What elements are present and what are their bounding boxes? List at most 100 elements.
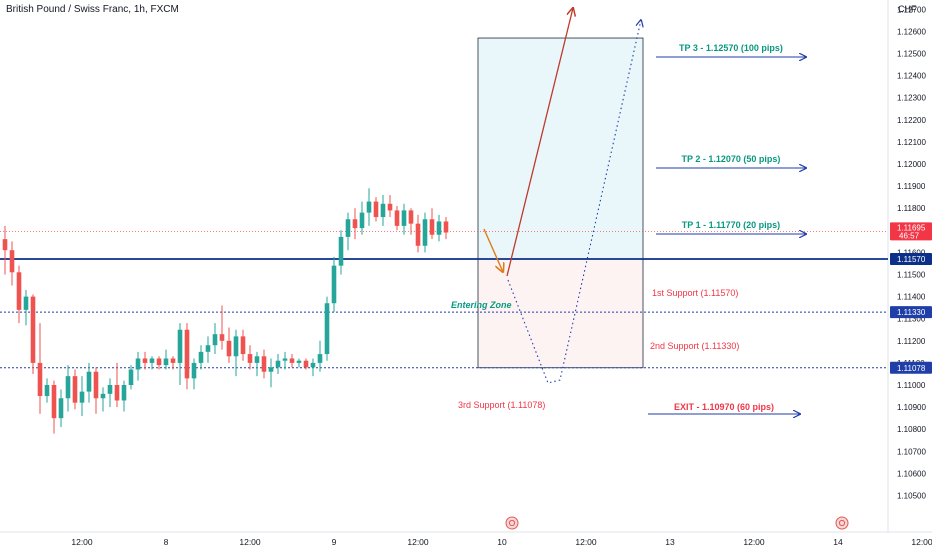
- candle-body: [135, 358, 141, 370]
- current-price-value: 1.11695: [897, 223, 926, 232]
- exit-label: EXIT - 1.10970 (60 pips): [674, 402, 774, 412]
- price-tick-label: 1.11300: [897, 315, 926, 324]
- price-tick-label: 1.10800: [897, 425, 926, 434]
- candle-body: [352, 219, 358, 229]
- entering-zone-label: Entering Zone: [451, 300, 512, 310]
- price-tick-label: 1.12100: [897, 138, 926, 147]
- price-tick-label: 1.11200: [897, 337, 926, 346]
- tp1-label: TP 1 - 1.11770 (20 pips): [682, 220, 780, 230]
- candle-body: [37, 362, 43, 397]
- candle-body: [121, 385, 127, 401]
- candle-body: [226, 340, 232, 357]
- time-tick-label: 9: [332, 537, 337, 547]
- event-marker-icon[interactable]: [835, 516, 849, 530]
- tp2-label: TP 2 - 1.12070 (50 pips): [682, 154, 781, 164]
- candle-body: [128, 369, 134, 385]
- candle-body: [219, 334, 225, 341]
- candle-body: [254, 356, 260, 363]
- time-tick-label: 12:00: [743, 537, 765, 547]
- candle-body: [331, 265, 337, 304]
- candle-body: [30, 296, 36, 363]
- candle-body: [100, 393, 106, 399]
- candle-body: [107, 385, 113, 394]
- price-tick-label: 1.10700: [897, 447, 926, 456]
- event-marker-icon-inner: [508, 519, 516, 527]
- candle-body: [177, 329, 183, 363]
- price-tick-label: 1.10600: [897, 469, 926, 478]
- price-tick-label: 1.10500: [897, 492, 926, 501]
- candle-body: [65, 376, 71, 399]
- candle-body: [296, 360, 302, 363]
- event-marker-icon[interactable]: [505, 516, 519, 530]
- support-3-label: 3rd Support (1.11078): [458, 400, 545, 410]
- candle-body: [345, 219, 351, 237]
- candle-body: [198, 351, 204, 363]
- candle-body: [415, 223, 421, 246]
- candle-body: [289, 358, 295, 363]
- candle-body: [72, 376, 78, 403]
- candle-body: [422, 219, 428, 246]
- candle-body: [86, 371, 92, 392]
- candle-body: [380, 203, 386, 218]
- candle-body: [79, 391, 85, 403]
- candle-body: [317, 354, 323, 363]
- candle-body: [261, 356, 267, 372]
- candle-body: [114, 385, 120, 401]
- candle-body: [191, 362, 197, 379]
- candle-body: [394, 210, 400, 226]
- candle-body: [408, 210, 414, 224]
- candle-body: [275, 360, 281, 368]
- price-tick-label: 1.12500: [897, 50, 926, 59]
- candle-body: [16, 272, 22, 310]
- price-tick-label: 1.12300: [897, 94, 926, 103]
- level-price-value: 1.11570: [897, 255, 926, 264]
- tp3-label: TP 3 - 1.12570 (100 pips): [679, 43, 783, 53]
- candle-body: [2, 239, 8, 251]
- target-zone-box: [477, 37, 644, 260]
- candle-body: [436, 221, 442, 235]
- candle-body: [142, 358, 148, 363]
- time-tick-label: 10: [497, 537, 507, 547]
- level-price-value: 1.11078: [897, 364, 926, 373]
- support-1-label: 1st Support (1.11570): [652, 288, 738, 298]
- price-tick-label: 1.12400: [897, 72, 926, 81]
- event-marker-icon-inner: [838, 519, 846, 527]
- price-tick-label: 1.12600: [897, 27, 926, 36]
- time-tick-label: 12:00: [407, 537, 429, 547]
- candle-body: [282, 358, 288, 361]
- time-tick-label: 8: [164, 537, 169, 547]
- candle-body: [9, 250, 15, 273]
- candle-body: [373, 201, 379, 218]
- candle-body: [240, 336, 246, 355]
- candle-body: [58, 398, 64, 419]
- candle-body: [149, 358, 155, 363]
- level-price-value: 1.11330: [897, 308, 926, 317]
- symbol-title: British Pound / Swiss Franc, 1h, FXCM: [6, 4, 179, 15]
- candle-body: [44, 385, 50, 397]
- bar-countdown: 46:57: [899, 231, 920, 240]
- bullish-target-arrow: [506, 8, 573, 277]
- candle-body: [303, 360, 309, 368]
- time-tick-label: 13: [665, 537, 675, 547]
- price-tick-label: 1.10900: [897, 403, 926, 412]
- level-price-badge: [890, 361, 932, 374]
- candle-body: [156, 358, 162, 366]
- candle-body: [170, 358, 176, 363]
- candle-body: [268, 367, 274, 372]
- time-tick-label: 14: [833, 537, 843, 547]
- dotted-projection-arrow: [507, 20, 641, 384]
- candle-body: [366, 201, 372, 213]
- candle-body: [310, 362, 316, 368]
- level-price-badge: [890, 253, 932, 266]
- time-tick-label: 12:00: [239, 537, 261, 547]
- candle-body: [163, 358, 169, 366]
- candle-body: [93, 371, 99, 399]
- support-2-label: 2nd Support (1.11330): [650, 341, 739, 351]
- price-tick-label: 1.11500: [897, 271, 926, 280]
- price-tick-label: 1.11900: [897, 182, 926, 191]
- price-tick-label: 1.12700: [897, 5, 926, 14]
- price-tick-label: 1.11400: [897, 293, 926, 302]
- time-tick-label: 12:00: [911, 537, 932, 547]
